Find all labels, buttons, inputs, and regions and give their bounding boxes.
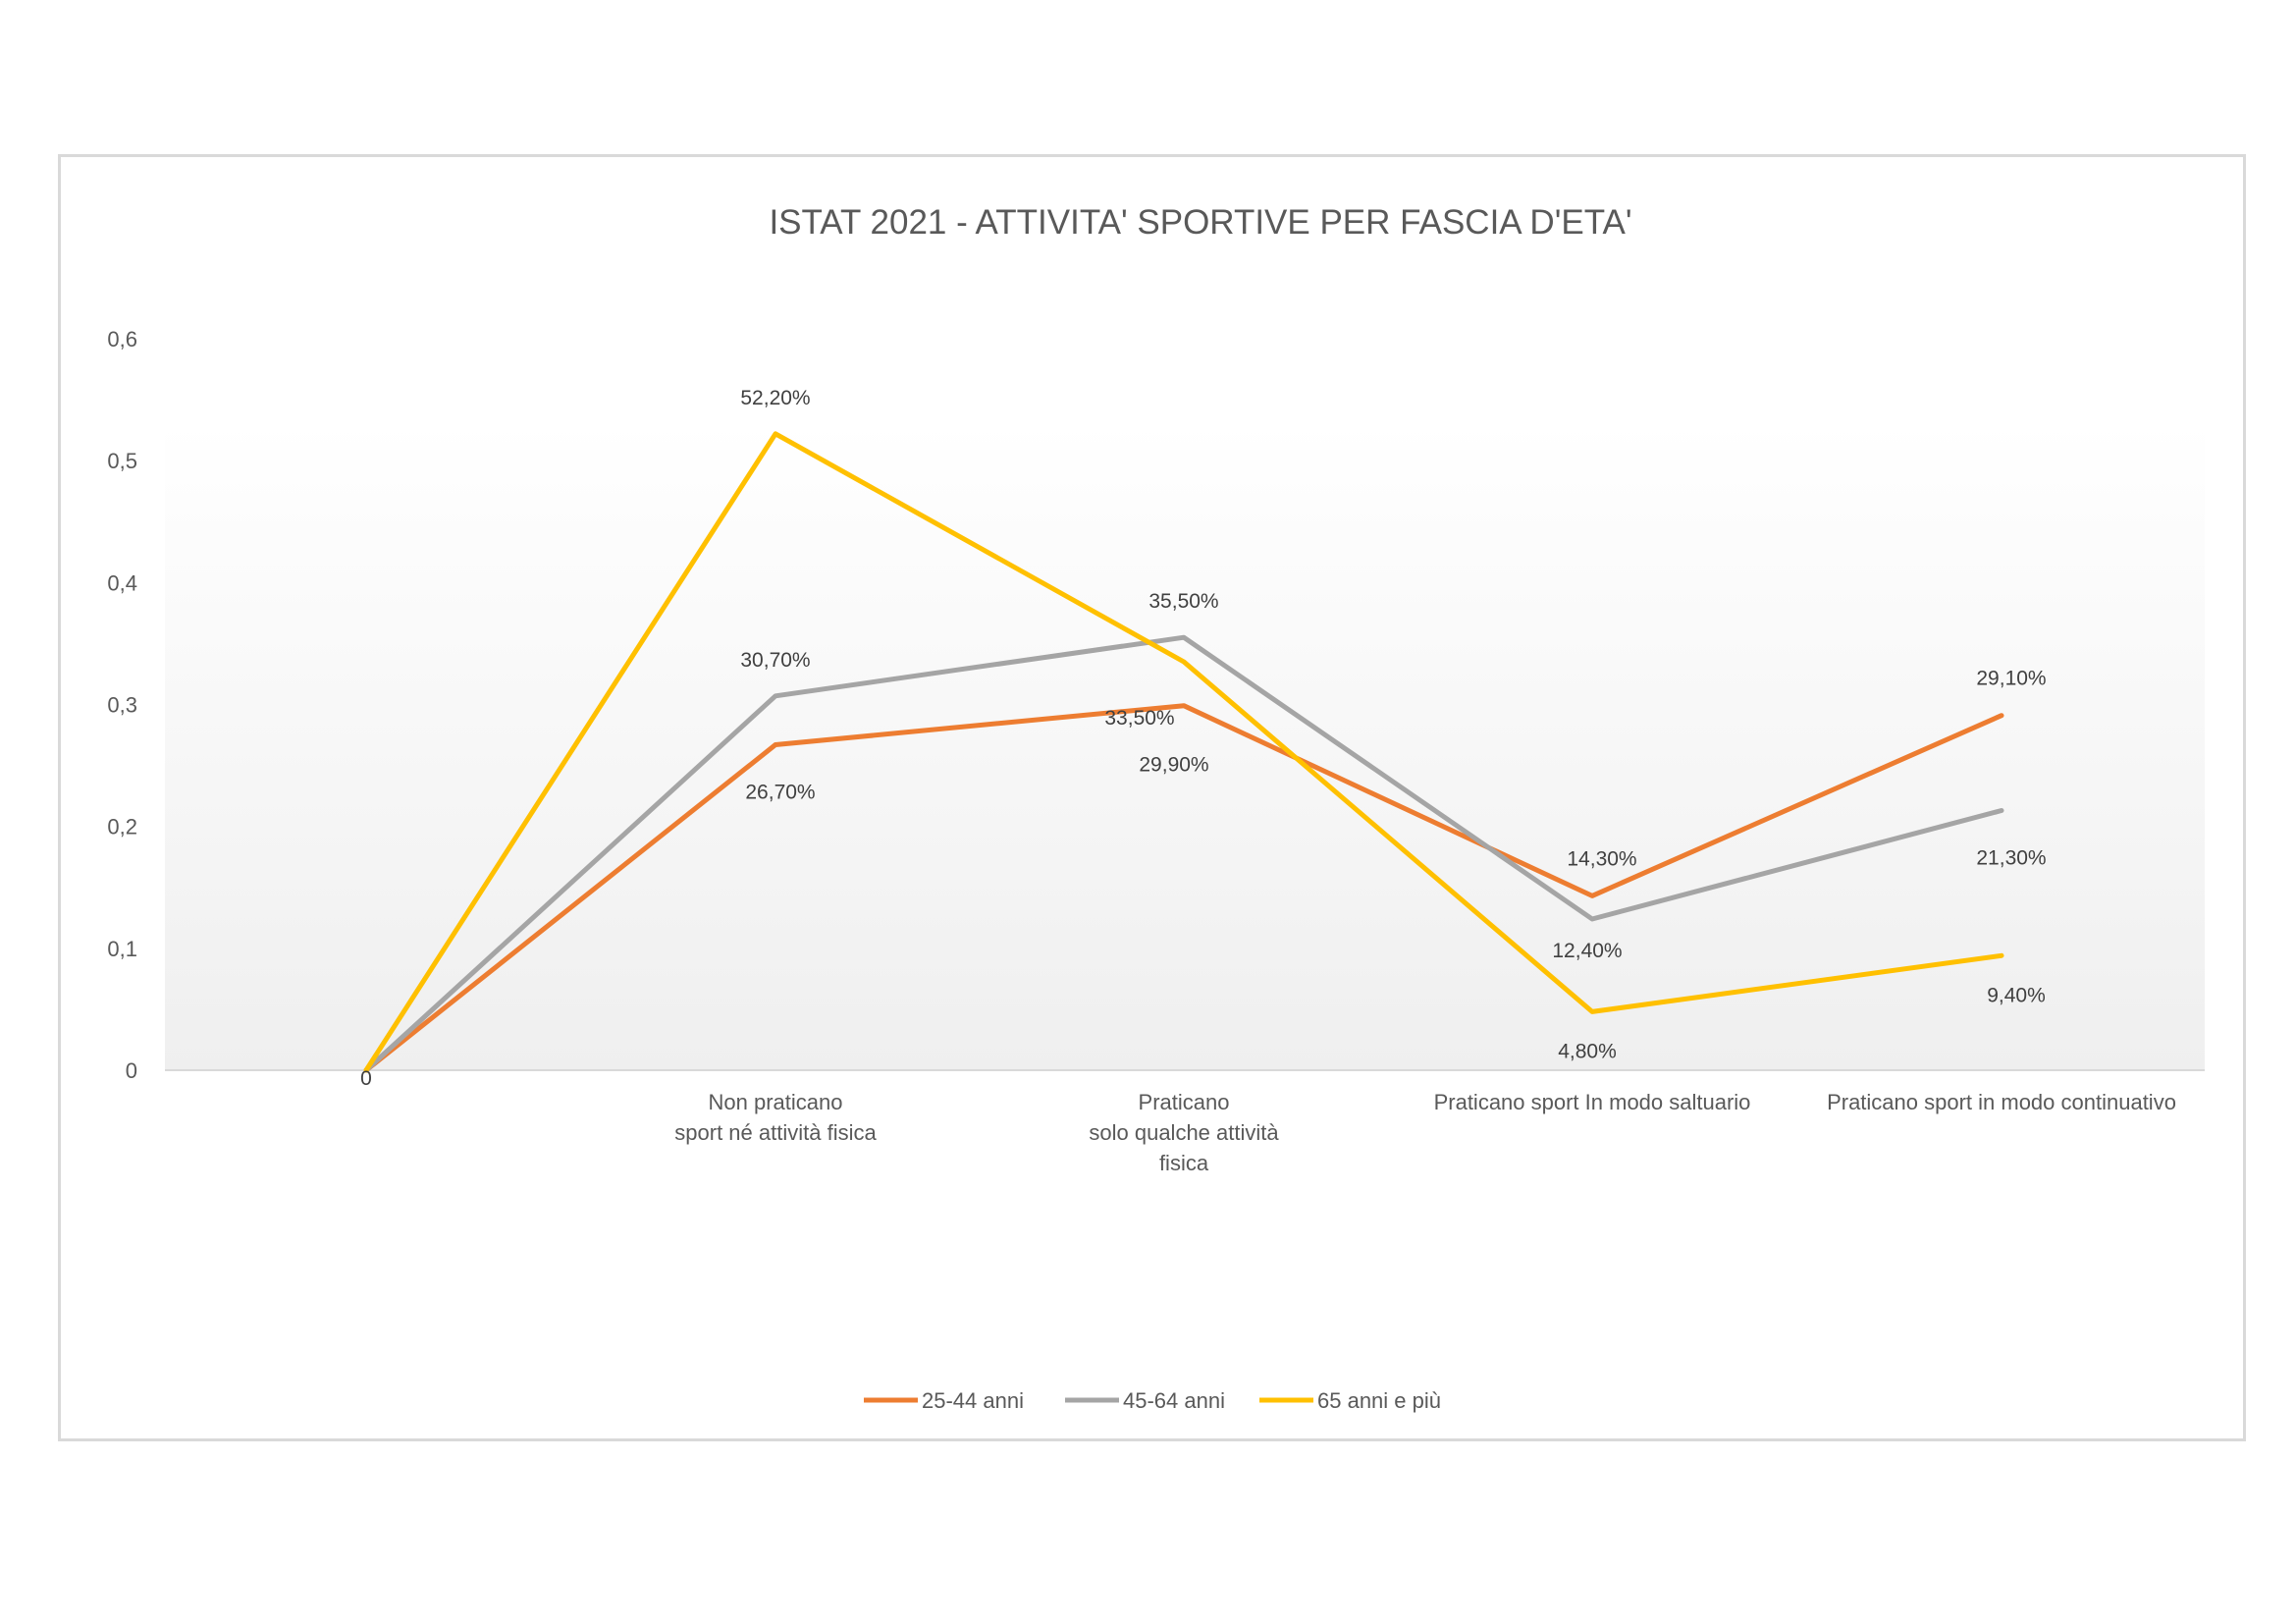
data-label: 26,70% xyxy=(745,781,815,803)
data-label: 0 xyxy=(360,1067,372,1090)
legend-label: 65 anni e più xyxy=(1317,1388,1441,1413)
data-label: 21,30% xyxy=(1976,847,2046,870)
series-line-1 xyxy=(363,703,2004,1073)
data-label: 33,50% xyxy=(1104,707,1174,730)
data-label: 30,70% xyxy=(740,649,810,672)
x-category-label: Praticano solo qualche attività fisica xyxy=(1089,1090,1279,1175)
x-category-label: Non praticano sport né attività fisica xyxy=(674,1090,877,1145)
data-label: 29,10% xyxy=(1976,668,2046,690)
y-tick-label: 0,6 xyxy=(107,327,137,352)
y-tick-label: 0,3 xyxy=(107,693,137,718)
data-label: 12,40% xyxy=(1552,940,1622,962)
y-tick-label: 0,2 xyxy=(107,815,137,839)
x-category-label: Praticano sport in modo continuativo xyxy=(1827,1090,2176,1114)
legend-label: 45-64 anni xyxy=(1123,1388,1225,1413)
x-category-label: Praticano sport In modo saltuario xyxy=(1434,1090,1751,1114)
legend-label: 25-44 anni xyxy=(922,1388,1024,1413)
x-axis-categories: Non praticano sport né attività fisica Pra… xyxy=(674,1090,2176,1175)
y-tick-label: 0 xyxy=(126,1058,137,1083)
data-label: 14,30% xyxy=(1567,847,1636,870)
y-tick-label: 0,1 xyxy=(107,937,137,961)
data-label: 52,20% xyxy=(740,387,810,409)
y-axis-ticks: 0 0,1 0,2 0,3 0,4 0,5 0,6 xyxy=(107,327,137,1083)
series-lines xyxy=(363,431,2004,1073)
series-line-2 xyxy=(363,634,2004,1073)
data-label: 9,40% xyxy=(1987,984,2046,1006)
y-tick-label: 0,4 xyxy=(107,570,137,595)
y-tick-label: 0,5 xyxy=(107,449,137,473)
data-label: 29,90% xyxy=(1139,754,1208,777)
chart-title: ISTAT 2021 - ATTIVITA' SPORTIVE PER FASC… xyxy=(769,203,1631,242)
data-labels: 0 26,70% 29,90% 14,30% 29,10% 30,70% 35,50% 12,… xyxy=(360,387,2046,1090)
data-label: 35,50% xyxy=(1148,590,1218,613)
data-label: 4,80% xyxy=(1558,1040,1617,1062)
series-line-3 xyxy=(363,431,2004,1073)
legend: 25-44 anni 45-64 anni 65 anni e più xyxy=(864,1388,1441,1413)
